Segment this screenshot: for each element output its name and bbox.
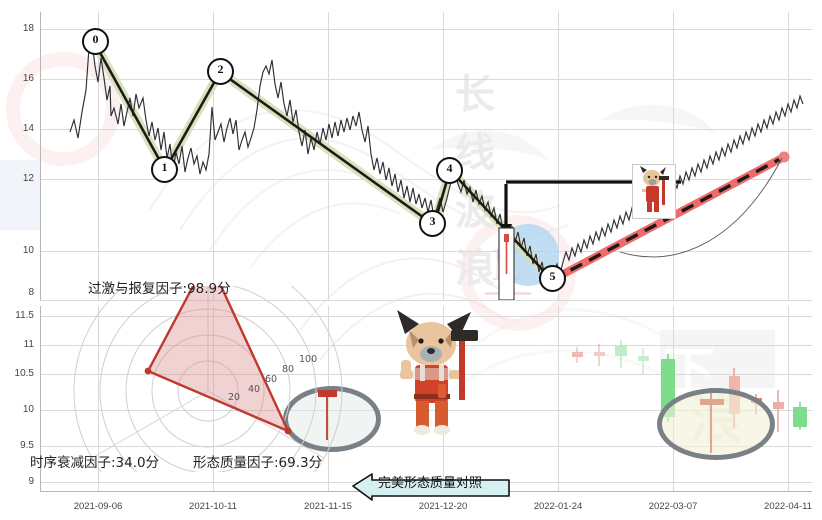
ylabel-upper-10: 10 <box>22 245 34 256</box>
xlabel-6: 2022-04-11 <box>764 501 812 512</box>
radar-chart-svg <box>73 286 343 472</box>
radar-label-top: 过激与报复因子:98.9分 <box>88 281 231 297</box>
xlabel-3: 2021-12-20 <box>418 501 468 512</box>
panel-left-border-upper <box>40 12 41 300</box>
gridline-h-14 <box>40 129 812 130</box>
radar-label-bottom-right: 形态质量因子:69.3分 <box>193 455 323 471</box>
wave-node-1[interactable]: 1 <box>151 156 178 183</box>
gridline-v-4 <box>558 12 559 300</box>
mascot-thumbnail-icon <box>640 166 669 212</box>
gridline-v2-4 <box>558 306 559 492</box>
elliott-wave-panel: 0 1 2 3 4 5 <box>40 12 812 301</box>
radar-tick-20: 20 <box>228 392 241 403</box>
candlestick-panel: 20 40 60 80 100 <box>40 286 812 492</box>
pattern-highlight-ellipse-right <box>657 388 775 460</box>
radar-label-bottom-left: 时序衰减因子:34.0分 <box>30 455 160 471</box>
xlabel-1: 2021-10-11 <box>189 501 237 512</box>
gridline-v2-0 <box>98 306 99 492</box>
gridline-h-9-5 <box>40 446 812 447</box>
callout-arrow-shape <box>352 473 510 501</box>
callout-label: 完美形态质量对照 <box>378 476 483 491</box>
ylabel-lower-11-0: 11 <box>23 339 34 350</box>
ylabel-upper-14: 14 <box>22 123 34 134</box>
xlabel-4: 2022-01-24 <box>533 501 583 512</box>
xlabel-5: 2022-03-07 <box>648 501 698 512</box>
ylabel-lower-10-0: 10 <box>22 404 34 415</box>
gridline-v-3 <box>443 12 444 300</box>
wave-node-0[interactable]: 0 <box>82 28 109 55</box>
ylabel-upper-18: 18 <box>22 23 34 34</box>
gridline-h-16 <box>40 79 812 80</box>
perfect-pattern-callout[interactable]: 完美形态质量对照 <box>352 471 510 501</box>
price-series-svg <box>69 35 804 300</box>
radar-tick-80: 80 <box>282 364 295 375</box>
gridline-v-0 <box>98 12 99 300</box>
wave-node-5[interactable]: 5 <box>539 265 566 292</box>
gridline-h-18 <box>40 29 812 30</box>
gridline-v2-6 <box>788 306 789 492</box>
panel-left-border-lower <box>40 306 41 492</box>
ylabel-upper-16: 16 <box>22 73 34 84</box>
watermark-block-left <box>0 160 40 230</box>
radar-tick-40: 40 <box>248 384 261 395</box>
hammer-candle-left <box>318 390 337 440</box>
ylabel-upper-12: 12 <box>22 173 34 184</box>
ylabel-lower-9-0: 9 <box>28 476 34 487</box>
gridline-h-12 <box>40 179 812 180</box>
gridline-v-1 <box>213 12 214 300</box>
gridline-h-11-5 <box>40 316 812 317</box>
gridline-v-5 <box>673 12 674 300</box>
xlabel-0: 2021-09-06 <box>73 501 123 512</box>
radar-tick-100: 100 <box>299 354 318 365</box>
mascot-thumbnail[interactable] <box>632 164 676 219</box>
ylabel-lower-9-5: 9.5 <box>20 440 34 451</box>
ylabel-lower-11-5: 11.5 <box>15 310 34 321</box>
xlabel-2: 2021-11-15 <box>304 501 352 512</box>
gridline-v-2 <box>328 12 329 300</box>
radar-tick-60: 60 <box>265 374 278 385</box>
gridline-h-10 <box>40 251 812 252</box>
wave-node-4[interactable]: 4 <box>436 157 463 184</box>
wave-node-2[interactable]: 2 <box>207 58 234 85</box>
wave-node-3[interactable]: 3 <box>419 210 446 237</box>
gridline-h-8 <box>40 300 812 301</box>
mascot-illustration <box>397 310 478 435</box>
ylabel-upper-8: 8 <box>28 287 34 298</box>
ylabel-lower-10-5: 10.5 <box>14 368 34 379</box>
